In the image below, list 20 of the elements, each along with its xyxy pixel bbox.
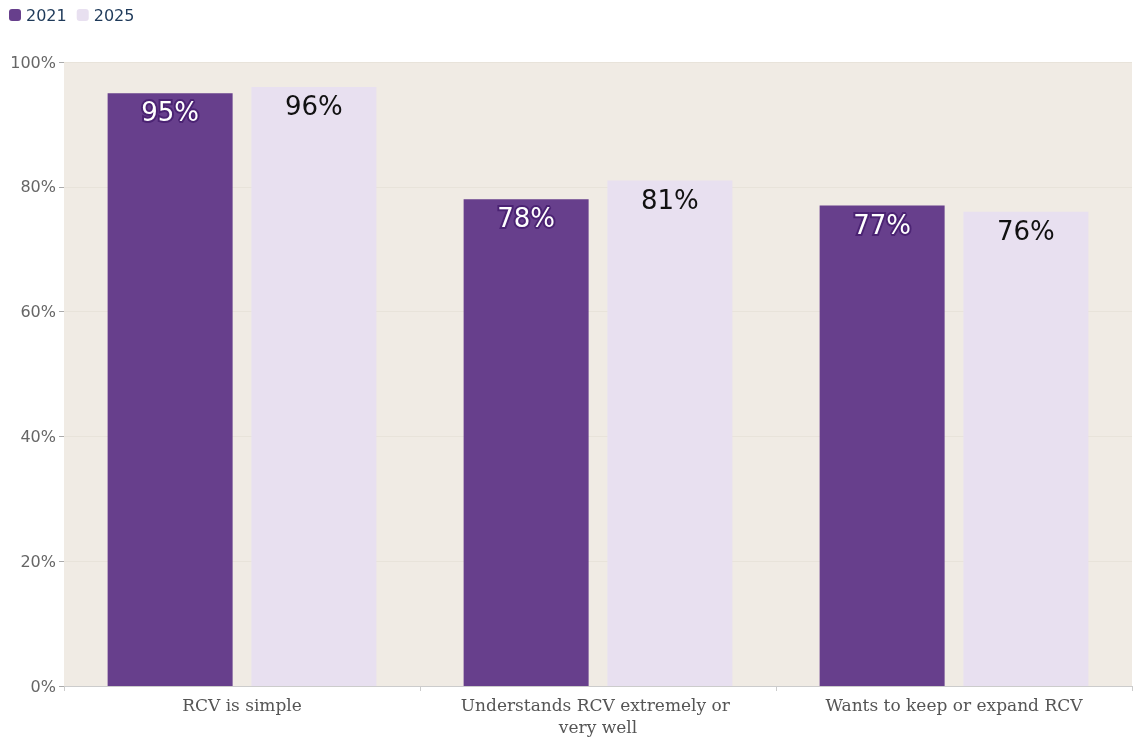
data-label: 81% <box>640 184 699 215</box>
data-label: 78% <box>497 203 556 234</box>
y-tick-label: 80% <box>20 177 56 197</box>
legend-label: 2025 <box>93 5 135 25</box>
bar <box>463 199 589 686</box>
data-label: 95% <box>141 97 200 128</box>
data-label: 77% <box>853 209 912 240</box>
data-label: 76% <box>996 215 1055 246</box>
y-tick-label: 20% <box>20 551 56 571</box>
legend-label: 2021 <box>26 5 67 25</box>
y-tick-label: 0% <box>30 676 56 696</box>
x-tick-label: Wants to keep or expand RCV <box>825 695 1084 715</box>
y-tick-label: 60% <box>20 302 56 322</box>
y-tick-label: 40% <box>20 426 56 446</box>
bar <box>819 205 945 686</box>
bar <box>107 93 233 686</box>
x-tick-label: RCV is simple <box>182 695 302 715</box>
data-label: 96% <box>284 90 343 121</box>
x-tick-label: Understands RCV extremely or very well <box>460 695 736 737</box>
y-tick-label: 100% <box>10 52 56 72</box>
